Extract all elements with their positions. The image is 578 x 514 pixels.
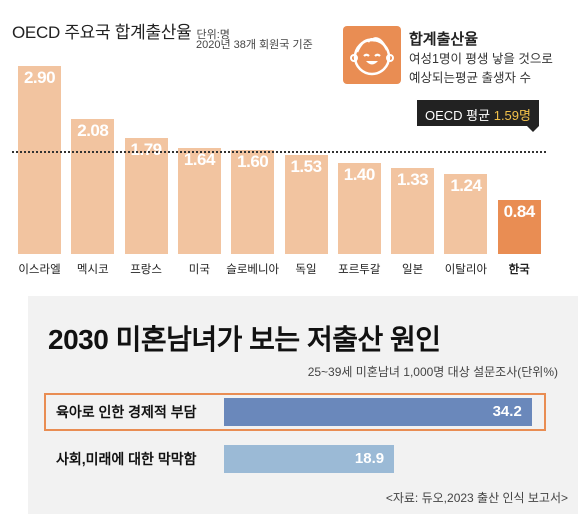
category-label: 독일 — [295, 264, 317, 276]
category-label: 멕시코 — [76, 264, 109, 276]
bar-plot-area: 2.90 이스라엘 2.08 멕시코 1.79 프랑스 1.64 미국 1.60 슬로베니아 1.5… — [18, 65, 541, 276]
bar — [337, 163, 381, 254]
legend-title: 합계출산율 — [409, 31, 479, 48]
average-tag-label: OECD 평균 — [425, 108, 491, 123]
survey-row-track: 18.9 — [224, 445, 548, 473]
chart-title-row: OECD 주요국 합계출산율 단위:명 — [12, 18, 230, 43]
category-label: 일본 — [402, 264, 424, 276]
bar — [391, 167, 435, 254]
bar — [284, 154, 328, 254]
bar — [497, 199, 541, 254]
fertility-chart-panel: OECD 주요국 합계출산율 단위:명 2020년 38개 회원국 기준 합계출… — [12, 18, 553, 276]
survey-bar: 34.2 — [224, 398, 532, 426]
legend-box: 합계출산율 여성1명이 평생 낳을 것으로 예상되는평균 출생자 수 — [343, 26, 553, 87]
survey-subtitle: 25~39세 미혼남녀 1,000명 대상 설문조사(단위%) — [307, 365, 558, 379]
bar — [444, 173, 488, 254]
survey-row-label: 사회,미래에 대한 막막함 — [56, 451, 197, 467]
survey-panel: 2030 미혼남녀가 보는 저출산 원인 25~39세 미혼남녀 1,000명 … — [28, 296, 578, 514]
category-label: 미국 — [188, 264, 210, 276]
baby-face-icon — [343, 26, 401, 84]
legend-text: 합계출산율 여성1명이 평생 낳을 것으로 예상되는평균 출생자 수 — [409, 26, 553, 87]
average-tag: OECD 평균 1.59명 — [417, 100, 539, 132]
legend-desc-line-2: 예상되는평균 출생자 수 — [409, 71, 531, 85]
survey-bar-value: 18.9 — [354, 450, 385, 467]
bar — [231, 150, 275, 254]
bar-value-label: 1.60 — [237, 152, 269, 172]
bar — [71, 119, 115, 254]
legend-desc-line-1: 여성1명이 평생 낳을 것으로 — [409, 52, 553, 66]
survey-row-label: 육아로 인한 경제적 부담 — [56, 404, 197, 420]
survey-bar: 18.9 — [224, 445, 395, 473]
bar-value-label: 2.08 — [77, 121, 109, 141]
bar-value-label: 1.24 — [450, 175, 482, 195]
bar — [177, 147, 221, 254]
bar-value-label: 1.40 — [343, 165, 376, 185]
average-tag-value: 1.59명 — [493, 108, 531, 123]
highlight-frame — [44, 393, 546, 431]
category-label: 포르투갈 — [338, 264, 381, 276]
category-label: 슬로베니아 — [226, 264, 280, 276]
bar — [18, 65, 61, 254]
survey-title: 2030 미혼남녀가 보는 저출산 원인 — [48, 324, 441, 355]
average-reference-line — [12, 150, 546, 153]
survey-bar-value: 34.2 — [492, 403, 522, 420]
chart-unit: 단위:명 — [196, 29, 230, 41]
category-label: 한국 — [508, 264, 530, 276]
source-note: <자료: 듀오,2023 출산 인식 보고서> — [385, 491, 568, 505]
category-label: 이스라엘 — [18, 264, 61, 276]
bar-value-label: 2.90 — [23, 67, 56, 87]
bar-value-label: 1.33 — [397, 169, 429, 189]
bar-value-label: 1.79 — [130, 139, 163, 159]
chart-note: 2020년 38개 회원국 기준 — [196, 39, 313, 51]
bar — [124, 137, 168, 254]
survey-row: 육아로 인한 경제적 부담 34.2 — [48, 395, 548, 429]
chart-title: OECD 주요국 합계출산율 — [12, 23, 192, 42]
survey-row-track: 34.2 — [224, 398, 548, 426]
survey-row: 사회,미래에 대한 막막함 18.9 — [48, 442, 548, 476]
bar-value-label: 1.53 — [290, 156, 322, 176]
bar-value-label: 0.84 — [503, 201, 536, 221]
category-label: 프랑스 — [130, 264, 162, 276]
bar-value-label: 1.64 — [183, 149, 216, 169]
category-label: 이탈리아 — [444, 264, 488, 276]
